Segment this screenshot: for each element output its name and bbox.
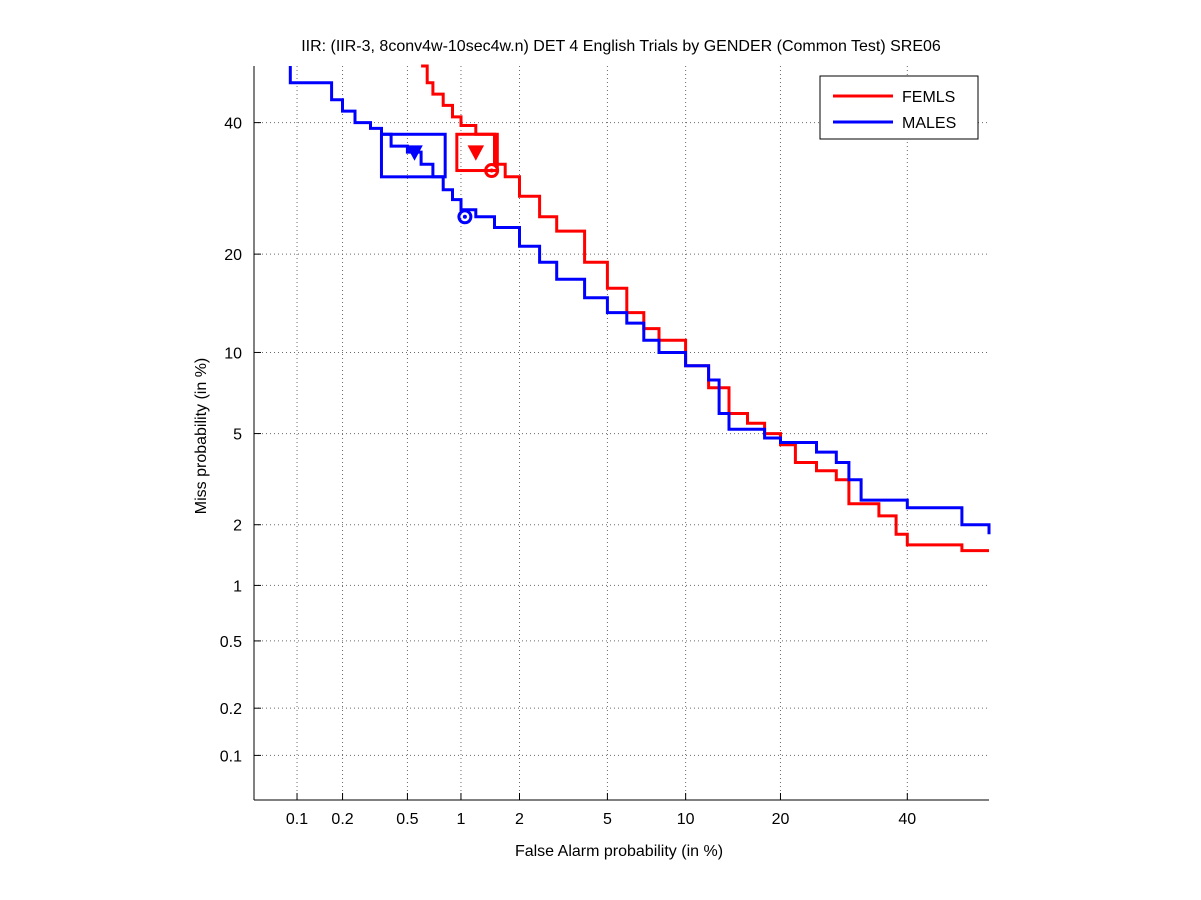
series-femls	[421, 64, 989, 553]
y-tick-label: 10	[224, 345, 242, 362]
x-tick-label: 0.2	[331, 811, 353, 828]
x-tick-label: 20	[772, 811, 790, 828]
grid	[254, 66, 989, 800]
y-tick-label: 40	[224, 116, 242, 133]
x-tick-label: 40	[898, 811, 916, 828]
x-axis-label: False Alarm probability (in %)	[515, 843, 723, 860]
legend: FEMLS MALES	[819, 75, 979, 140]
act-dcf-marker	[467, 145, 485, 161]
series-line	[421, 64, 989, 553]
x-tick-label: 0.5	[396, 811, 418, 828]
chart-title: IIR: (IIR-3, 8conv4w-10sec4w.n) DET 4 En…	[301, 38, 941, 55]
y-tick-label: 2	[233, 518, 242, 535]
legend-label: FEMLS	[902, 89, 955, 106]
y-tick-label: 0.5	[220, 634, 242, 651]
x-axis-ticks: 0.1 0.2 0.5 1 2 5 10 20 40	[286, 793, 916, 828]
act-dcf-marker	[406, 145, 423, 161]
min-dcf-marker-dot	[462, 214, 467, 219]
y-tick-label: 1	[233, 578, 242, 595]
y-axis-ticks: 0.1 0.2 0.5 1 2 5 10 20 40	[220, 116, 261, 765]
axes-frame	[253, 66, 989, 801]
y-tick-label: 5	[233, 427, 242, 444]
confidence-box	[455, 132, 499, 173]
min-dcf-marker	[484, 163, 500, 179]
y-tick-label: 20	[224, 247, 242, 264]
y-tick-label: 0.1	[220, 748, 242, 765]
min-dcf-marker	[457, 209, 473, 225]
confidence-box	[379, 132, 447, 179]
legend-label: MALES	[902, 115, 956, 132]
x-tick-label: 10	[677, 811, 695, 828]
x-tick-label: 5	[603, 811, 612, 828]
series-group	[288, 64, 991, 553]
y-axis-label: Miss probability (in %)	[193, 358, 210, 514]
legend-box	[819, 75, 979, 140]
x-tick-label: 1	[457, 811, 466, 828]
x-tick-label: 2	[515, 811, 524, 828]
min-dcf-marker-dot	[489, 168, 494, 173]
series-males	[288, 66, 991, 535]
y-tick-label: 0.2	[220, 701, 242, 718]
x-tick-label: 0.1	[286, 811, 308, 828]
